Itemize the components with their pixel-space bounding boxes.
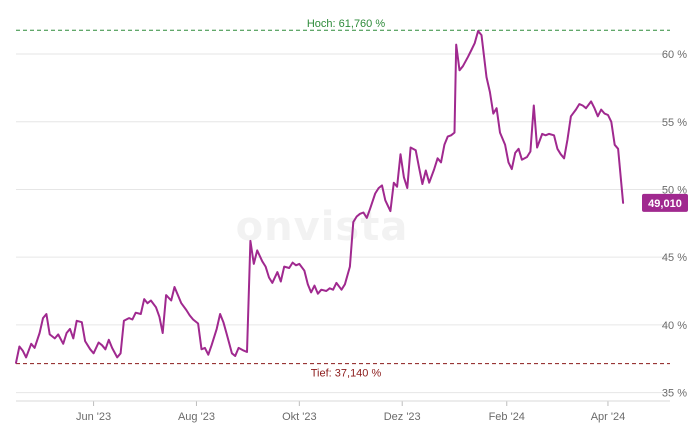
y-axis-tick-labels: 35 % 40 % 45 % 50 % 55 % 60 % — [662, 49, 687, 400]
y-tick-label: 60 % — [662, 49, 687, 61]
x-tick-label: Aug '23 — [178, 411, 215, 423]
reference-lines: Hoch: 61,760 % Tief: 37,140 % — [16, 18, 670, 380]
y-tick-label: 55 % — [662, 117, 687, 129]
y-tick-label: 45 % — [662, 252, 687, 264]
last-value-badge-background — [642, 193, 688, 212]
x-tick-label: Apr '24 — [591, 411, 626, 423]
x-axis-ticks: Jun '23 Aug '23 Okt '23 Dez '23 Feb '24 Apr '… — [76, 401, 625, 423]
y-tick-label: 40 % — [662, 320, 687, 332]
grid-lines — [16, 53, 670, 394]
high-reference-label: Hoch: 61,760 % — [307, 18, 385, 30]
y-tick-label: 50 % — [662, 184, 687, 196]
x-tick-label: Dez '23 — [384, 411, 421, 423]
low-reference-label: Tief: 37,140 % — [311, 368, 382, 380]
y-tick-label: 35 % — [662, 388, 687, 400]
watermark-logo: onvista — [236, 204, 409, 250]
x-tick-label: Okt '23 — [282, 411, 317, 423]
series-line — [15, 30, 625, 364]
x-tick-label: Jun '23 — [76, 411, 111, 423]
x-tick-label: Feb '24 — [489, 411, 525, 423]
last-value-badge: 49,010 — [642, 193, 688, 212]
last-value-label: 49,010 — [648, 198, 682, 210]
